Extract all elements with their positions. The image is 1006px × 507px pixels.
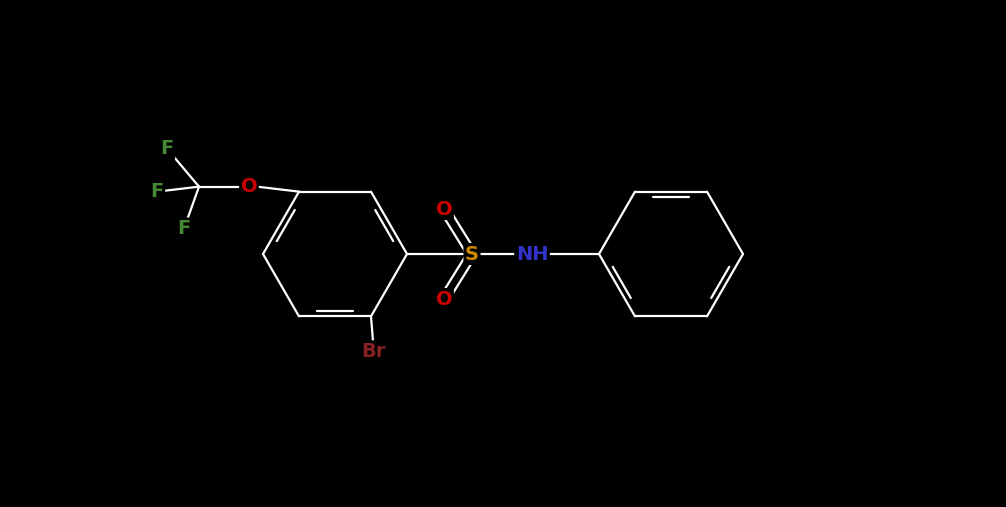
Text: O: O: [240, 177, 258, 196]
Text: Br: Br: [361, 342, 385, 361]
Text: O: O: [436, 199, 453, 219]
Text: F: F: [177, 219, 190, 238]
Text: S: S: [465, 244, 479, 264]
Text: NH: NH: [516, 244, 548, 264]
Text: O: O: [436, 289, 453, 308]
Text: F: F: [150, 182, 164, 201]
Text: F: F: [160, 139, 174, 158]
